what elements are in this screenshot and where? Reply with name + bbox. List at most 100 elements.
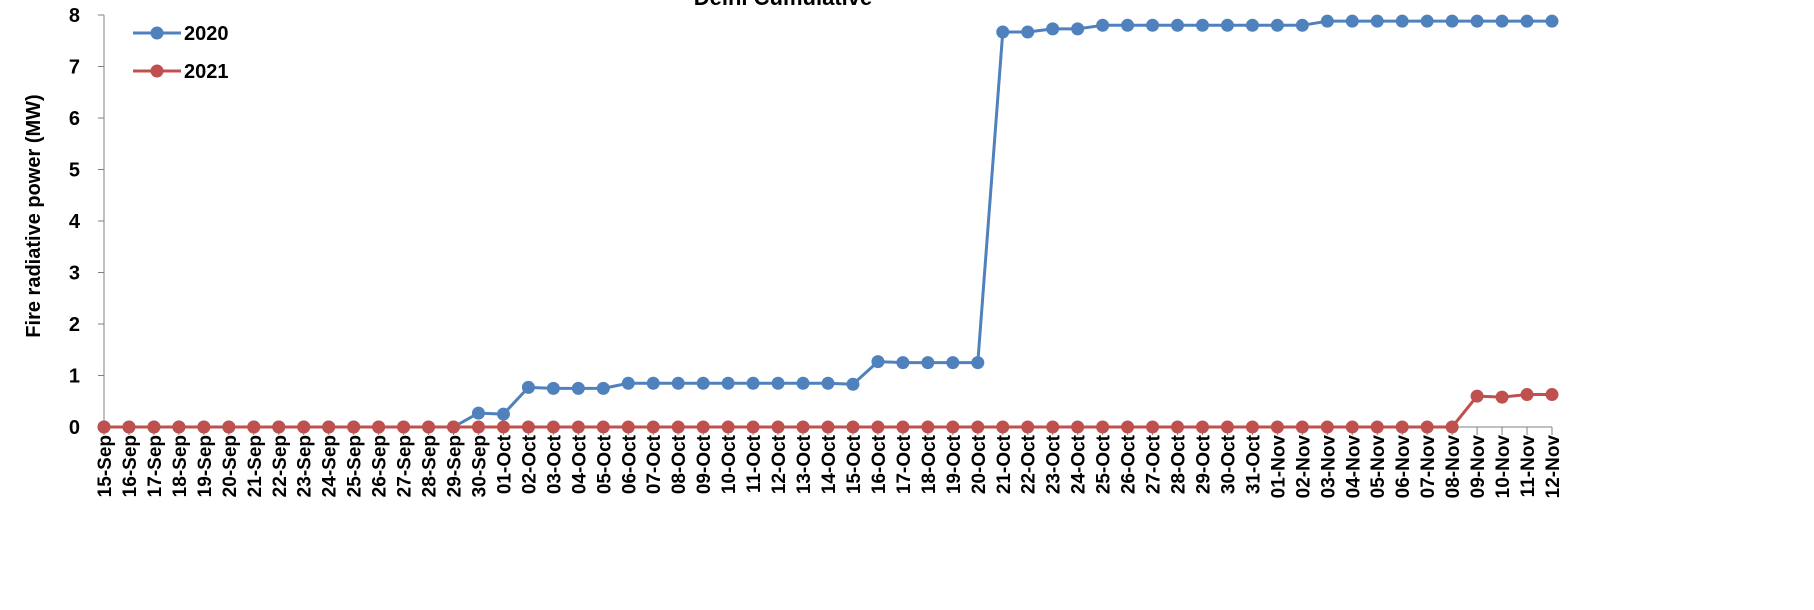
data-point-2020 [1395, 14, 1409, 28]
data-point-2020 [871, 355, 885, 369]
x-tick-label: 28-Sep [420, 435, 441, 497]
data-point-2021 [721, 420, 735, 434]
legend-marker-2021 [150, 64, 164, 78]
x-tick-label: 21-Oct [994, 434, 1015, 494]
x-tick-label: 25-Sep [345, 435, 366, 497]
legend-marker-2020 [150, 26, 164, 40]
y-tick-label: 3 [69, 263, 80, 285]
x-tick-label: 28-Oct [1169, 434, 1190, 494]
data-point-2021 [471, 420, 485, 434]
x-tick-label: 06-Nov [1393, 435, 1414, 499]
x-tick-label: 05-Oct [594, 434, 615, 494]
data-point-2020 [746, 376, 760, 390]
data-point-2021 [397, 420, 411, 434]
y-axis-label: Fire radiative power (MW) [23, 94, 45, 337]
data-point-2020 [846, 377, 860, 391]
x-tick-label: 17-Oct [894, 434, 915, 494]
data-point-2020 [996, 25, 1010, 39]
data-point-2021 [771, 420, 785, 434]
y-tick-label: 6 [69, 108, 80, 130]
x-tick-label: 29-Sep [445, 435, 466, 497]
legend-label-2020: 2020 [184, 23, 229, 45]
data-point-2021 [172, 420, 186, 434]
data-point-2020 [646, 376, 660, 390]
y-tick-label: 8 [69, 5, 80, 27]
x-tick-label: 21-Sep [245, 435, 266, 497]
x-tick-label: 07-Oct [644, 434, 665, 494]
x-tick-label: 18-Sep [170, 435, 191, 497]
data-point-2020 [1195, 18, 1209, 32]
x-tick-label: 27-Oct [1144, 434, 1165, 494]
data-point-2021 [347, 420, 361, 434]
x-tick-label: 25-Oct [1094, 434, 1115, 494]
data-point-2021 [97, 420, 111, 434]
data-point-2020 [1096, 18, 1110, 32]
data-point-2021 [422, 420, 436, 434]
x-tick-label: 20-Oct [969, 434, 990, 494]
x-tick-label: 08-Nov [1443, 435, 1464, 499]
x-tick-label: 15-Oct [844, 434, 865, 494]
data-point-2020 [946, 356, 960, 370]
data-point-2021 [372, 420, 386, 434]
x-tick-label: 13-Oct [794, 434, 815, 494]
x-tick-label: 30-Sep [469, 435, 490, 497]
data-point-2021 [447, 420, 461, 434]
data-point-2020 [571, 381, 585, 395]
x-tick-label: 16-Oct [869, 434, 890, 494]
x-tick-label: 15-Sep [95, 435, 116, 497]
x-tick-label: 26-Oct [1119, 434, 1140, 494]
x-tick-label: 24-Sep [320, 435, 341, 497]
data-point-2021 [1046, 420, 1060, 434]
data-point-2020 [1445, 14, 1459, 28]
x-tick-label: 05-Nov [1368, 435, 1389, 499]
chart-title: Delhi Cumulative [694, 0, 872, 10]
data-point-2020 [721, 376, 735, 390]
data-point-2020 [1470, 14, 1484, 28]
x-tick-label: 09-Nov [1468, 435, 1489, 499]
data-point-2020 [471, 406, 485, 420]
data-point-2020 [596, 381, 610, 395]
x-tick-label: 04-Nov [1343, 435, 1364, 499]
data-point-2021 [696, 420, 710, 434]
x-tick-label: 04-Oct [569, 434, 590, 494]
data-point-2020 [971, 356, 985, 370]
x-tick-label: 26-Sep [370, 435, 391, 497]
data-point-2021 [1270, 420, 1284, 434]
data-point-2021 [821, 420, 835, 434]
data-point-2021 [1295, 420, 1309, 434]
data-point-2020 [1021, 25, 1035, 39]
data-point-2021 [796, 420, 810, 434]
data-point-2020 [796, 376, 810, 390]
data-point-2021 [147, 420, 161, 434]
data-point-2020 [1121, 18, 1135, 32]
data-point-2020 [621, 376, 635, 390]
legend: 2020 2021 [133, 23, 229, 83]
data-point-2020 [1320, 14, 1334, 28]
data-point-2020 [896, 356, 910, 370]
data-point-2021 [1470, 389, 1484, 403]
y-tick-label: 0 [69, 417, 80, 439]
data-point-2020 [1345, 14, 1359, 28]
x-tick-label: 30-Oct [1218, 434, 1239, 494]
x-tick-label: 01-Oct [494, 434, 515, 494]
x-tick-label: 23-Oct [1044, 434, 1065, 494]
x-tick-label: 31-Oct [1243, 434, 1264, 494]
x-tick-label: 03-Oct [544, 434, 565, 494]
y-tick-label: 2 [69, 314, 80, 336]
series-line-2020 [104, 19, 1552, 429]
x-tick-label: 14-Oct [819, 434, 840, 494]
data-point-2021 [1445, 420, 1459, 434]
x-tick-label: 29-Oct [1193, 434, 1214, 494]
x-tick-label: 09-Oct [694, 434, 715, 494]
legend-label-2021: 2021 [184, 61, 229, 83]
x-tick-label: 01-Nov [1268, 435, 1289, 499]
data-point-2020 [1071, 22, 1085, 36]
data-point-2021 [1146, 420, 1160, 434]
x-tick-label: 12-Nov [1543, 435, 1564, 499]
data-point-2020 [671, 376, 685, 390]
data-point-2020 [1520, 14, 1534, 28]
data-point-2020 [521, 380, 535, 394]
data-point-2021 [596, 420, 610, 434]
data-point-2021 [846, 420, 860, 434]
